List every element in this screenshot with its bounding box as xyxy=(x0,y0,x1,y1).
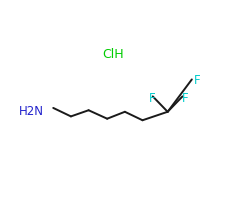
Text: H2N: H2N xyxy=(19,105,44,118)
Text: F: F xyxy=(149,92,155,105)
Text: ClH: ClH xyxy=(102,48,124,61)
Text: F: F xyxy=(182,92,189,105)
Text: F: F xyxy=(194,74,201,87)
